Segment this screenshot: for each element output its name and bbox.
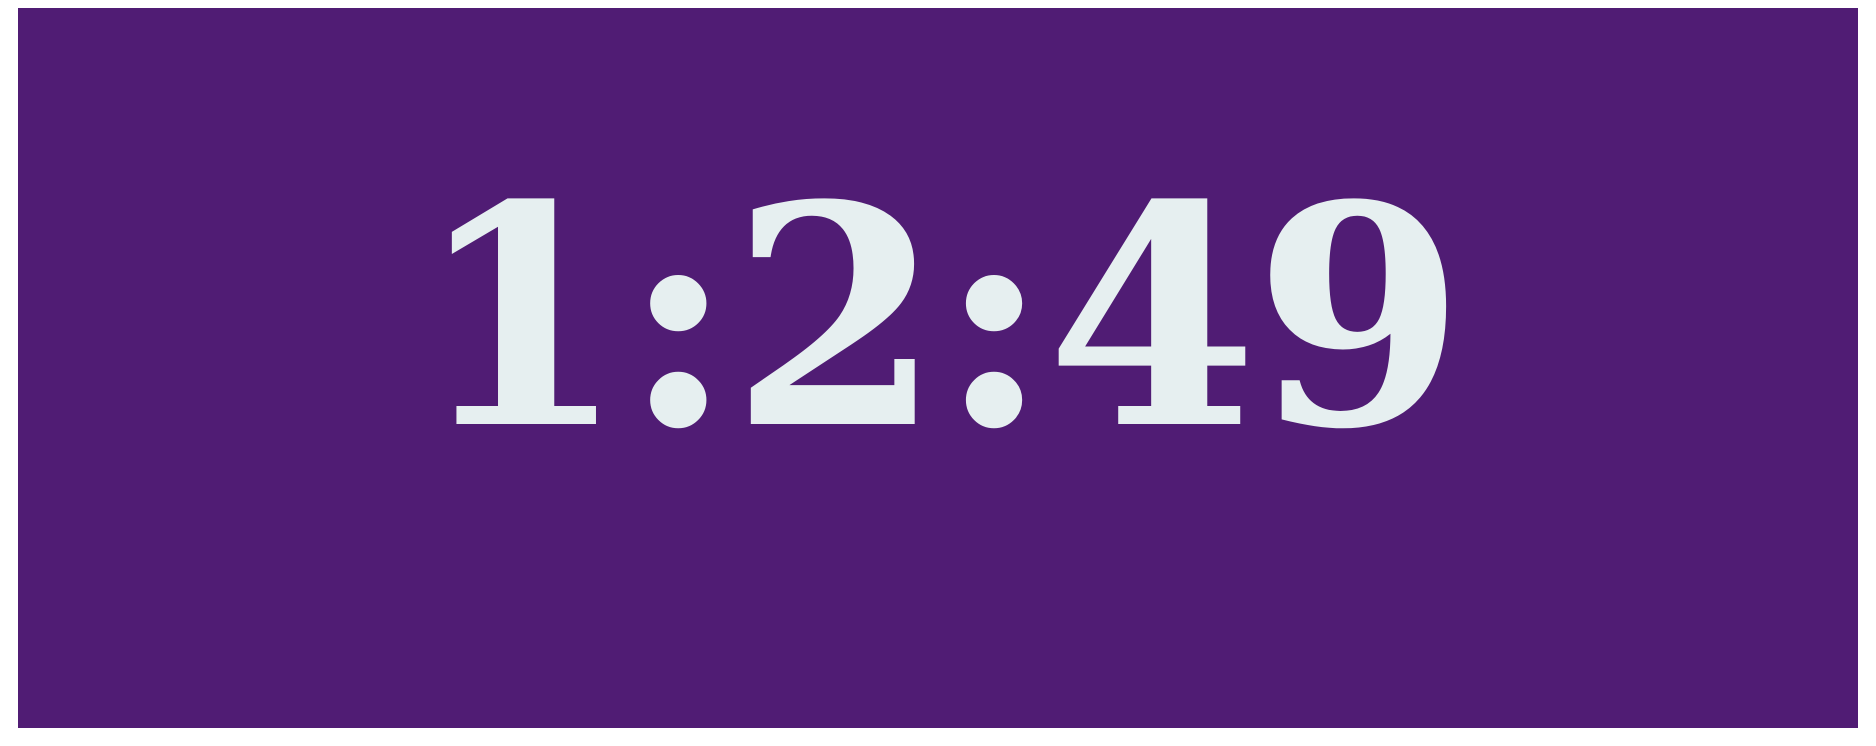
- timer-panel: 1:2:49: [18, 8, 1858, 728]
- timer-display: 1:2:49: [414, 139, 1466, 496]
